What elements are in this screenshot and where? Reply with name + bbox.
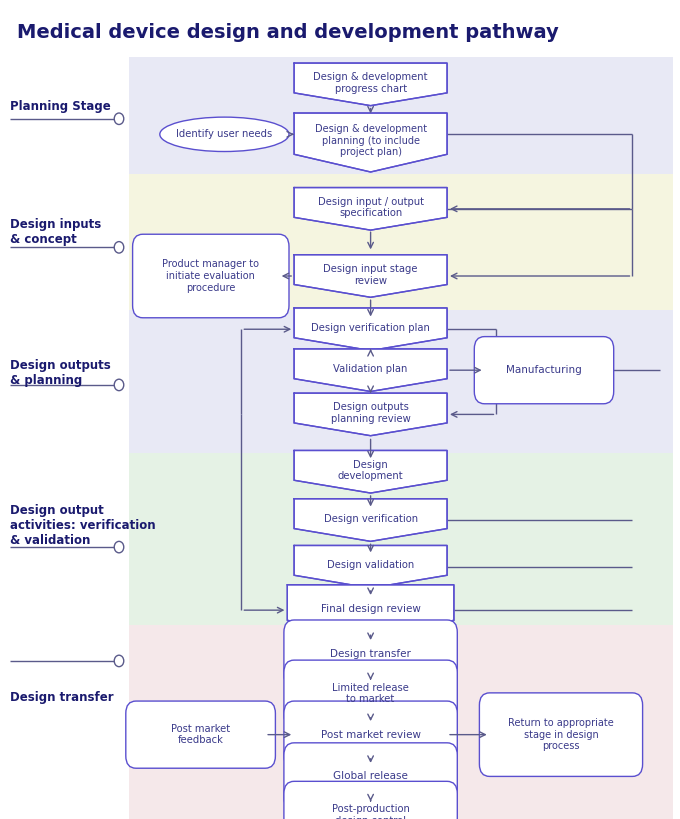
FancyBboxPatch shape — [284, 743, 458, 810]
Text: Design & development
planning (to include
project plan): Design & development planning (to includ… — [315, 124, 426, 157]
Text: Design output
activities: verification
& validation: Design output activities: verification &… — [10, 505, 156, 547]
Polygon shape — [294, 188, 447, 230]
Polygon shape — [294, 450, 447, 493]
Text: Return to appropriate
stage in design
process: Return to appropriate stage in design pr… — [508, 718, 614, 751]
Polygon shape — [294, 545, 447, 588]
FancyBboxPatch shape — [284, 620, 458, 687]
Circle shape — [114, 541, 124, 553]
Text: Post market
feedback: Post market feedback — [171, 724, 230, 745]
Text: Identify user needs: Identify user needs — [176, 129, 273, 139]
Polygon shape — [294, 63, 447, 106]
Polygon shape — [294, 393, 447, 436]
FancyBboxPatch shape — [479, 693, 643, 776]
FancyBboxPatch shape — [129, 174, 673, 310]
Text: Medical device design and development pathway: Medical device design and development pa… — [17, 23, 559, 42]
FancyBboxPatch shape — [129, 625, 673, 819]
FancyBboxPatch shape — [284, 660, 458, 727]
Text: Post-production
design control: Post-production design control — [332, 804, 409, 819]
Text: Design validation: Design validation — [327, 560, 414, 571]
Polygon shape — [287, 585, 454, 636]
FancyBboxPatch shape — [133, 234, 289, 318]
Text: Planning Stage: Planning Stage — [10, 100, 111, 113]
FancyBboxPatch shape — [129, 453, 673, 625]
Text: Product manager to
initiate evaluation
procedure: Product manager to initiate evaluation p… — [163, 260, 259, 292]
FancyBboxPatch shape — [129, 310, 673, 453]
FancyBboxPatch shape — [475, 337, 613, 404]
Text: Design outputs
& planning: Design outputs & planning — [10, 359, 111, 387]
Text: Design input / output
specification: Design input / output specification — [318, 197, 424, 219]
Polygon shape — [294, 499, 447, 541]
Text: Design inputs
& concept: Design inputs & concept — [10, 218, 101, 246]
Circle shape — [114, 242, 124, 253]
Text: Design transfer: Design transfer — [330, 649, 411, 658]
Text: Post market review: Post market review — [320, 730, 421, 740]
Text: Design
development: Design development — [338, 459, 403, 482]
Polygon shape — [294, 113, 447, 172]
FancyBboxPatch shape — [284, 701, 458, 768]
FancyBboxPatch shape — [129, 57, 673, 174]
FancyBboxPatch shape — [126, 701, 275, 768]
Text: Design & development
progress chart: Design & development progress chart — [313, 72, 428, 94]
Text: Design verification: Design verification — [324, 514, 418, 524]
Ellipse shape — [160, 117, 289, 152]
Text: Design input stage
review: Design input stage review — [324, 264, 418, 286]
Circle shape — [114, 379, 124, 391]
Text: Limited release
to market: Limited release to market — [332, 683, 409, 704]
Polygon shape — [294, 349, 447, 391]
Polygon shape — [294, 308, 447, 351]
Text: Design transfer: Design transfer — [10, 691, 114, 704]
Polygon shape — [294, 255, 447, 297]
Text: Manufacturing: Manufacturing — [506, 365, 582, 375]
Text: Design outputs
planning review: Design outputs planning review — [330, 402, 411, 424]
Circle shape — [114, 113, 124, 124]
Circle shape — [114, 655, 124, 667]
Text: Final design review: Final design review — [321, 604, 420, 613]
FancyBboxPatch shape — [284, 781, 458, 819]
Text: Global release: Global release — [333, 771, 408, 781]
Text: Design verification plan: Design verification plan — [311, 323, 430, 333]
Text: Validation plan: Validation plan — [333, 364, 408, 374]
